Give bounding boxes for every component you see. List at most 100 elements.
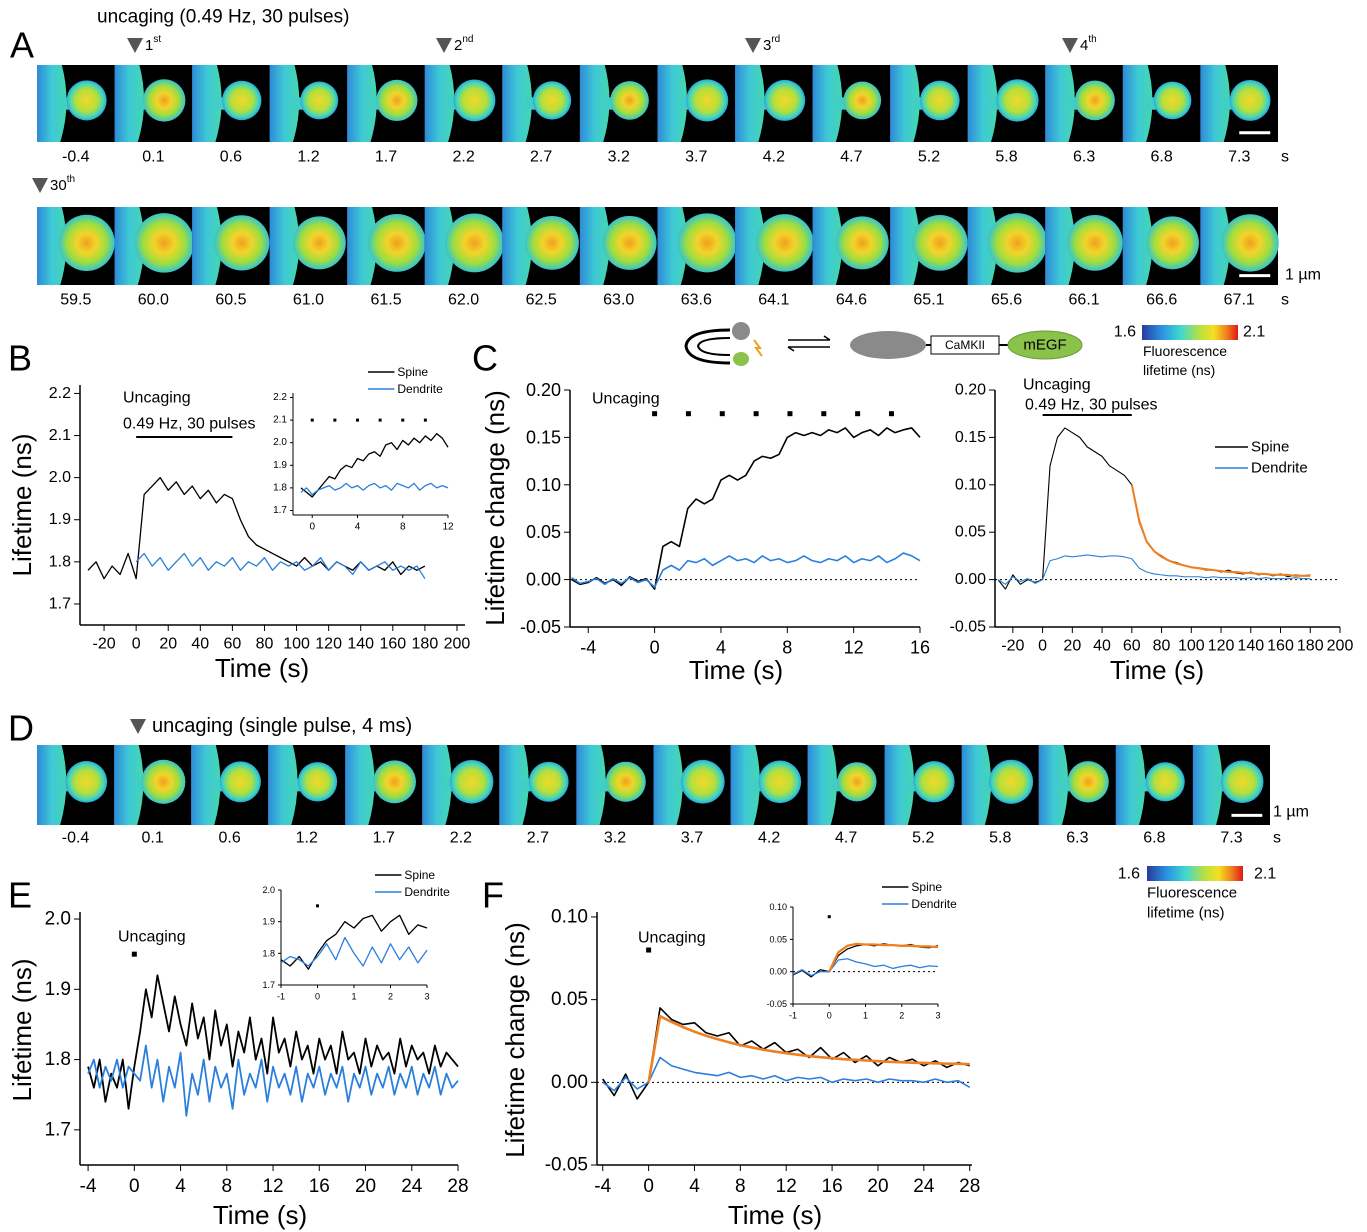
image-tile	[657, 65, 736, 142]
image-tile	[812, 65, 891, 142]
x-tick-label: -4	[80, 1176, 97, 1197]
image-tile	[961, 745, 1039, 825]
panel-label: D	[8, 708, 34, 749]
marker	[130, 719, 146, 734]
time-label: 60.0	[138, 292, 169, 309]
legend-label: Dendrite	[397, 382, 443, 396]
time-label: 2.7	[530, 149, 552, 166]
dendrite	[1122, 207, 1153, 285]
time-label: 61.0	[293, 292, 324, 309]
dendrite	[730, 745, 760, 825]
spine	[605, 761, 646, 802]
image-tile	[653, 745, 731, 825]
spine	[219, 761, 261, 803]
x-tick-label: 12	[262, 1176, 283, 1197]
image-tile	[1200, 207, 1279, 285]
dendrite	[812, 207, 843, 285]
x-tick-label: 1	[863, 1010, 868, 1020]
series-line	[280, 936, 428, 967]
y-tick-label: 1.7	[45, 1119, 71, 1140]
dendrite	[192, 207, 222, 285]
spine	[292, 216, 346, 270]
x-tick-label: -1	[789, 1010, 797, 1020]
dendrite	[114, 207, 145, 285]
x-tick-label: 60	[223, 636, 241, 653]
time-label: 0.1	[141, 830, 163, 847]
dendrite	[268, 745, 298, 825]
y-tick-label: 1.9	[49, 511, 71, 528]
spine	[134, 213, 194, 273]
dendrite	[657, 207, 688, 285]
marker-label: 4th	[1080, 34, 1097, 54]
spine	[610, 81, 649, 120]
time-label: -0.4	[62, 830, 90, 847]
time-label: 1.2	[296, 830, 318, 847]
annotation: Uncaging	[1023, 377, 1091, 394]
dendrite	[807, 745, 837, 825]
spine	[445, 213, 504, 273]
x-tick-label: 200	[444, 636, 471, 653]
marker-suffix: nd	[462, 34, 473, 45]
panel-a-title: uncaging (0.49 Hz, 30 pulses)	[97, 7, 349, 28]
colorbar-label: Fluorescence	[1143, 343, 1227, 359]
x-tick-label: 80	[1153, 638, 1171, 655]
y-axis-label: Lifetime (ns)	[7, 433, 37, 576]
dendrite	[576, 745, 606, 825]
y-tick-label: 2.0	[45, 909, 71, 930]
image-tile	[345, 745, 423, 825]
dendrite	[735, 65, 765, 142]
y-tick-label: 0.05	[526, 522, 561, 542]
spine	[1221, 214, 1279, 272]
marker-suffix: rd	[771, 34, 780, 45]
tag-label: mEGF	[1023, 337, 1066, 354]
dendrite	[1192, 745, 1223, 825]
x-tick-label: 80	[256, 636, 274, 653]
annotation: Uncaging	[123, 390, 191, 407]
spine	[1067, 214, 1123, 271]
x-tick-label: 0	[315, 991, 320, 1001]
arrow	[787, 346, 830, 352]
marker	[1062, 38, 1078, 53]
dendrite	[114, 745, 144, 825]
fit-line	[87, 974, 459, 1110]
y-tick-label: 0.20	[955, 382, 986, 399]
dendrite	[967, 207, 998, 285]
time-label: -0.4	[62, 149, 90, 166]
time-label: 60.5	[215, 292, 246, 309]
image-tile	[191, 745, 269, 825]
annotation: 0.49 Hz, 30 pulses	[123, 416, 256, 433]
dendrite	[967, 65, 998, 142]
panel-label: A	[10, 25, 34, 66]
image-tile	[502, 207, 580, 285]
y-tick-label: -0.05	[766, 999, 787, 1009]
time-label: 6.3	[1066, 830, 1088, 847]
marker-label: 1st	[145, 34, 161, 54]
fit-line	[602, 1056, 971, 1092]
marker	[745, 38, 761, 53]
spine	[843, 81, 882, 120]
dendrite	[37, 65, 67, 142]
fit-line	[300, 482, 449, 496]
image-tile	[347, 65, 425, 142]
scale-label: 1 µm	[1285, 267, 1321, 284]
x-tick-label: -20	[93, 636, 116, 653]
time-label: 3.2	[608, 149, 630, 166]
time-label: 1.7	[375, 149, 397, 166]
x-tick-label: 8	[222, 1176, 233, 1197]
uncaging-pulse	[310, 418, 314, 422]
panel-label: E	[8, 875, 32, 916]
x-tick-label: 0	[650, 638, 660, 658]
spine	[755, 214, 814, 272]
image-tile	[499, 745, 577, 825]
x-tick-label: 20	[159, 636, 177, 653]
x-tick-label: 100	[1178, 638, 1205, 655]
legend-label: Dendrite	[1251, 460, 1308, 477]
x-tick-label: 1	[351, 991, 356, 1001]
y-tick-label: 1.8	[273, 482, 287, 493]
time-unit: s	[1281, 292, 1289, 309]
x-tick-label: 24	[401, 1176, 423, 1197]
image-tile	[967, 65, 1046, 142]
image-tile	[502, 65, 580, 142]
image-tile	[269, 207, 348, 285]
fit-line	[87, 1044, 459, 1117]
